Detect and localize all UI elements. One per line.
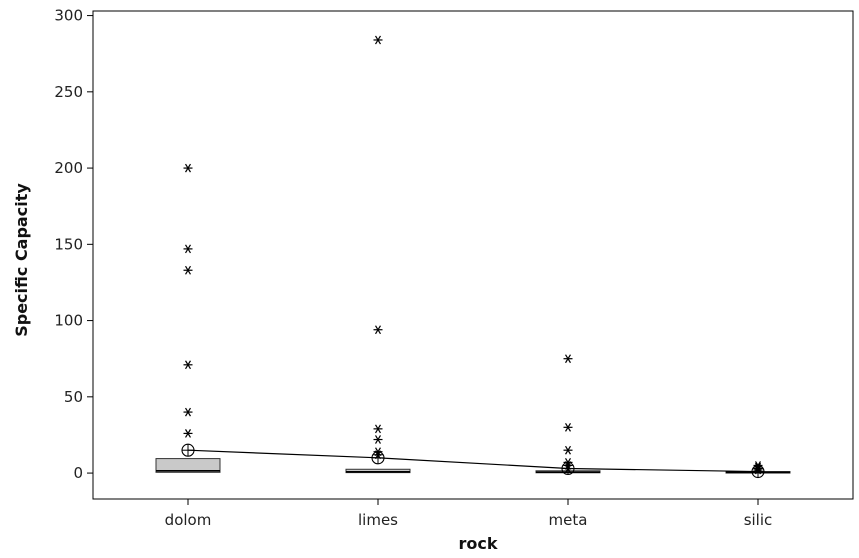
y-tick-label: 300 [54, 7, 83, 25]
mean-marker [181, 443, 195, 457]
x-axis-title: rock [458, 534, 497, 553]
y-tick-label: 50 [64, 388, 83, 406]
y-tick-label: 100 [54, 312, 83, 330]
y-tick-label: 250 [54, 83, 83, 101]
outlier-marker [183, 407, 193, 417]
outlier-marker [563, 422, 573, 432]
outlier-marker [373, 424, 383, 434]
box-dolom [155, 458, 221, 473]
y-axis-title: Specific Capacity [12, 183, 31, 337]
outlier-marker [183, 265, 193, 275]
x-tick-label: silic [744, 511, 773, 529]
outlier-marker [183, 360, 193, 370]
outlier-marker [563, 445, 573, 455]
x-tick-label: limes [358, 511, 398, 529]
outlier-marker [563, 354, 573, 364]
outlier-marker [373, 35, 383, 45]
outlier-marker [183, 244, 193, 254]
outlier-marker [373, 435, 383, 444]
mean-marker [751, 464, 765, 479]
x-tick-label: dolom [165, 511, 212, 529]
y-tick-label: 150 [54, 235, 83, 253]
y-tick-label: 200 [54, 159, 83, 177]
mean-connect-line [187, 449, 759, 473]
outlier-marker [373, 325, 383, 335]
outlier-marker [183, 163, 193, 173]
mean-marker [371, 451, 385, 465]
mean-marker [561, 461, 575, 476]
outlier-marker [183, 429, 193, 438]
x-tick-label: meta [549, 511, 588, 529]
plot-frame [92, 10, 854, 500]
y-tick-label: 0 [73, 464, 83, 482]
